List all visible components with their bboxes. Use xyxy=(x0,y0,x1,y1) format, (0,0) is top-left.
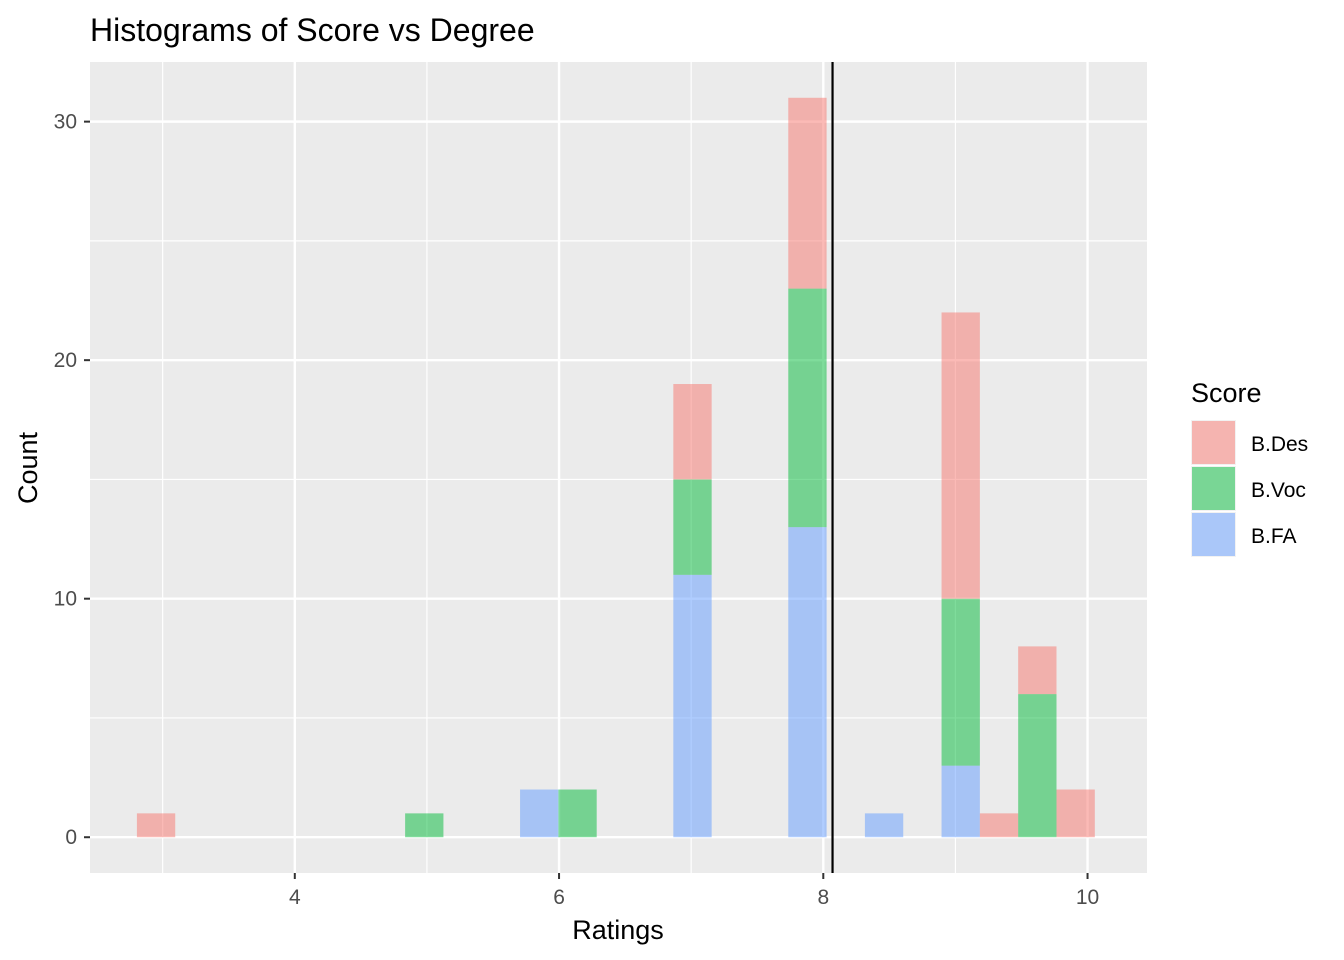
chart-title: Histograms of Score vs Degree xyxy=(90,12,535,48)
x-axis-label: Ratings xyxy=(572,915,664,945)
plot-panel xyxy=(90,62,1147,873)
x-tick-label-4: 4 xyxy=(289,886,301,909)
bar-bvoc-bin-21 xyxy=(941,598,980,766)
legend-key-bvoc xyxy=(1192,467,1235,510)
legend-key-bfa xyxy=(1192,513,1235,556)
bar-bdes-bin-17 xyxy=(788,97,827,289)
x-tick-label-10: 10 xyxy=(1076,886,1099,909)
y-axis-label: Count xyxy=(13,431,43,504)
bar-bvoc-bin-23 xyxy=(1018,694,1057,838)
legend: Score B.Des B.Voc B.FA xyxy=(1191,378,1308,557)
x-tick-label-8: 8 xyxy=(817,886,829,909)
y-tick-label-20: 20 xyxy=(54,349,77,372)
bar-bvoc-bin-14 xyxy=(673,479,712,575)
bar-bdes-bin-21 xyxy=(941,312,980,599)
legend-key-bdes xyxy=(1192,421,1235,464)
bar-bfa-bin-10 xyxy=(520,789,559,838)
legend-label-bvoc: B.Voc xyxy=(1251,479,1306,502)
bar-bfa-bin-21 xyxy=(941,765,980,838)
bar-bdes-bin-24 xyxy=(1056,789,1095,838)
bar-bdes-bin-0 xyxy=(136,813,176,838)
minor-gridlines xyxy=(90,1,1147,873)
y-tick-label-30: 30 xyxy=(54,111,77,134)
bar-bfa-bin-19 xyxy=(864,813,904,838)
y-tick-label-10: 10 xyxy=(54,588,77,611)
bar-bfa-bin-14 xyxy=(673,574,712,838)
bar-bdes-bin-23 xyxy=(1018,646,1057,695)
bar-bvoc-bin-17 xyxy=(788,288,827,528)
bar-bvoc-bin-11 xyxy=(558,789,597,838)
x-axis-ticks: 4 6 8 10 xyxy=(289,873,1099,909)
y-tick-label-0: 0 xyxy=(65,826,77,849)
histogram-bars xyxy=(136,97,1095,838)
x-tick-label-6: 6 xyxy=(553,886,565,909)
y-axis-ticks: 0 10 20 30 xyxy=(54,111,90,849)
bar-bdes-bin-22 xyxy=(979,813,1019,838)
legend-label-bdes: B.Des xyxy=(1251,433,1308,456)
bar-bvoc-bin-7 xyxy=(405,813,444,838)
legend-label-bfa: B.FA xyxy=(1251,525,1297,548)
legend-title: Score xyxy=(1191,378,1262,408)
bar-bdes-bin-14 xyxy=(673,384,712,480)
bar-bfa-bin-17 xyxy=(788,527,827,838)
